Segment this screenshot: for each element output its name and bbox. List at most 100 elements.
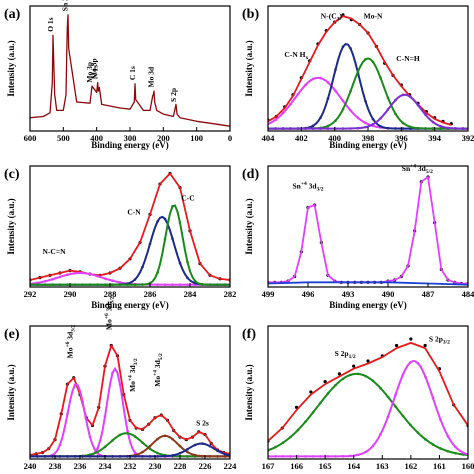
peak-marker	[356, 116, 360, 120]
peak-marker	[88, 455, 92, 458]
peak-marker	[386, 415, 390, 419]
peak-marker	[364, 99, 367, 103]
peak-marker	[193, 279, 197, 283]
peak-marker	[178, 221, 182, 224]
peak-marker	[208, 444, 212, 448]
peak-marker	[371, 117, 375, 121]
peak-marker	[186, 450, 189, 454]
peak-marker	[424, 438, 427, 441]
peak-marker	[156, 271, 159, 274]
peak-marker	[446, 126, 450, 130]
peak-marker	[66, 283, 69, 286]
x-tick-label: 163	[376, 461, 389, 471]
peak-marker	[36, 281, 39, 285]
peak-marker	[364, 57, 367, 61]
peak-marker	[356, 453, 360, 457]
peak-marker	[326, 124, 330, 128]
peak-marker	[289, 435, 292, 439]
peak-marker	[439, 127, 442, 130]
peak-marker	[103, 445, 107, 449]
panel-label: (e)	[4, 327, 20, 342]
peak-marker	[431, 443, 435, 446]
peak-marker	[379, 76, 382, 80]
peak-annotation: S 2p3/2	[429, 335, 450, 346]
peak-marker	[334, 68, 337, 71]
peak-annotation: C-N=H	[396, 54, 420, 63]
component-peak-s-2p1-2	[268, 372, 468, 457]
peak-annotation: Mo 3p	[90, 58, 99, 79]
peak-marker	[409, 360, 412, 364]
peak-marker	[58, 443, 62, 447]
peak-marker	[163, 217, 167, 221]
y-axis-label: Intensity (a.u.)	[6, 198, 16, 254]
panel-4: 499 496 493 490 487 484 Binding energy (eV) Int…	[242, 164, 474, 310]
peak-marker	[289, 455, 292, 458]
x-tick-label: 164	[347, 461, 361, 471]
peak-marker	[201, 283, 204, 286]
peak-marker	[311, 127, 315, 130]
x-tick-label: 166	[290, 461, 303, 471]
peak-marker	[88, 272, 92, 276]
peak-marker	[311, 77, 315, 81]
plot-area	[30, 171, 230, 286]
peak-marker	[334, 119, 337, 122]
peak-marker	[326, 81, 330, 84]
x-tick-label: 0	[228, 133, 232, 143]
peak-marker	[133, 278, 137, 281]
x-axis-label: Binding energy (eV)	[329, 300, 407, 310]
peak-marker	[111, 283, 114, 286]
x-tick-label: 284	[184, 289, 198, 299]
peak-marker	[371, 444, 375, 448]
peak-marker	[88, 435, 92, 439]
series-line-series-2	[30, 172, 230, 281]
peak-marker	[171, 283, 174, 286]
peak-marker	[281, 455, 285, 458]
peak-marker	[431, 120, 435, 124]
x-tick-label: 500	[57, 133, 70, 143]
peak-marker	[326, 455, 330, 458]
x-axis-label: Binding energy (eV)	[91, 300, 169, 310]
peak-marker	[148, 447, 152, 451]
peak-marker	[394, 112, 397, 116]
y-axis-label: Intensity (a.u.)	[244, 364, 254, 420]
x-tick-label: 600	[24, 133, 37, 143]
peak-annotation: C-N	[127, 207, 141, 216]
peak-marker	[274, 445, 277, 449]
peak-marker	[126, 455, 129, 458]
peak-marker	[304, 455, 307, 458]
x-tick-label: 232	[124, 461, 137, 471]
peak-marker	[289, 127, 292, 130]
peak-marker	[58, 283, 62, 286]
peak-marker	[178, 451, 182, 455]
peak-marker	[88, 283, 92, 286]
peak-marker	[81, 455, 84, 458]
x-tick-label: 499	[262, 289, 275, 299]
peak-marker	[281, 441, 285, 445]
peak-marker	[118, 383, 122, 386]
peak-annotation: N-C=N	[42, 247, 66, 256]
peak-marker	[81, 283, 84, 286]
y-axis-label: Intensity (a.u.)	[6, 40, 16, 96]
peak-marker	[431, 127, 435, 130]
x-tick-label: 282	[224, 289, 237, 299]
peak-marker	[401, 93, 405, 97]
peak-marker	[319, 127, 322, 130]
peak-marker	[148, 242, 152, 246]
data-point	[352, 364, 356, 368]
x-tick-label: 288	[104, 289, 117, 299]
x-tick-label: 224	[224, 461, 238, 471]
series-line-series-3	[268, 281, 468, 286]
peak-marker	[96, 455, 99, 458]
peak-marker	[126, 431, 129, 435]
peak-marker	[341, 107, 345, 111]
x-tick-label: 400	[328, 133, 341, 143]
peak-marker	[349, 46, 352, 50]
peak-marker	[148, 444, 152, 448]
peak-marker	[461, 451, 465, 454]
peak-marker	[311, 411, 315, 414]
peak-marker	[141, 283, 144, 286]
peak-annotation: Mo-N	[364, 11, 383, 20]
peak-marker	[439, 124, 442, 128]
peak-marker	[386, 108, 390, 111]
peak-marker	[319, 401, 322, 405]
